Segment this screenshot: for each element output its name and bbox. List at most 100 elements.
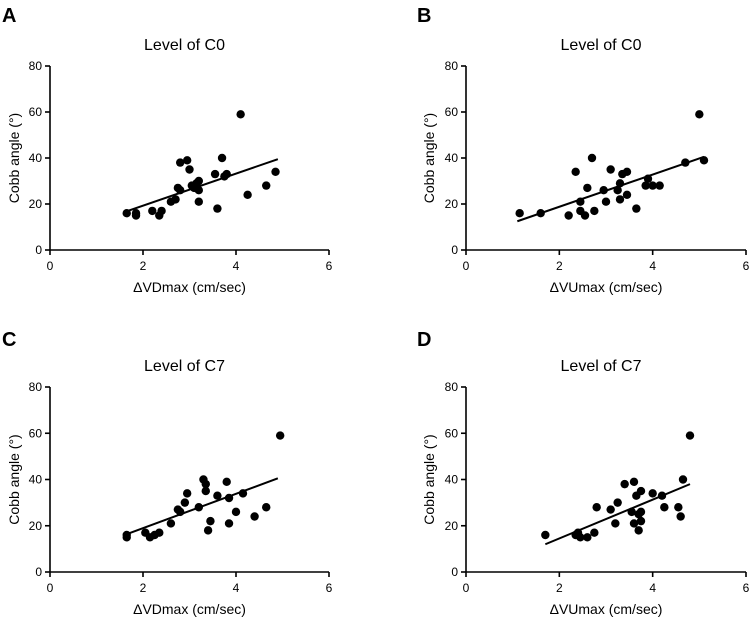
- data-point: [580, 211, 590, 220]
- data-point: [122, 533, 131, 542]
- x-axis-label: ΔVDmax (cm/sec): [133, 279, 246, 295]
- panel-c: C Level of C7 0 20 40 60 80 0 2 4 6 ΔVDmax (cm/sec)…: [2, 329, 333, 617]
- data-point: [606, 505, 615, 514]
- data-point: [243, 190, 252, 199]
- data-point: [222, 477, 231, 487]
- data-point: [674, 503, 683, 512]
- data-point: [194, 503, 203, 512]
- panel-letter: C: [2, 329, 16, 351]
- y-axis-label: Cobb angle (°): [421, 434, 437, 524]
- data-point: [636, 507, 646, 517]
- data-point: [176, 186, 185, 195]
- x-tick-label: 0: [47, 581, 54, 595]
- y-tick-label: 0: [451, 243, 458, 257]
- data-point: [634, 526, 643, 535]
- y-tick-label: 0: [451, 565, 458, 579]
- y-axis-label: Cobb angle (°): [6, 434, 22, 524]
- panel-letter: D: [417, 329, 431, 351]
- y-tick-label: 20: [445, 197, 459, 211]
- data-point: [271, 167, 280, 176]
- data-point: [171, 195, 180, 204]
- data-point: [564, 211, 573, 220]
- data-point: [655, 181, 664, 190]
- data-point: [660, 503, 669, 512]
- y-axis-label: Cobb angle (°): [421, 113, 437, 203]
- y-tick-label: 60: [29, 105, 43, 119]
- data-point: [122, 209, 131, 218]
- data-point: [641, 181, 650, 190]
- x-tick-label: 4: [233, 581, 240, 595]
- data-point: [695, 110, 704, 119]
- data-point: [627, 507, 636, 517]
- y-tick-label: 80: [29, 59, 43, 73]
- panel-b: B Level of C0 0 20 40 60 80 0 2 4 6 ΔVUmax (cm/sec)…: [417, 5, 749, 295]
- data-point: [648, 181, 657, 190]
- data-point: [238, 489, 248, 498]
- data-point: [678, 475, 688, 484]
- x-tick-label: 2: [140, 259, 147, 273]
- data-point: [606, 165, 615, 174]
- data-point: [613, 186, 622, 195]
- data-point: [601, 197, 611, 206]
- data-point: [629, 519, 639, 528]
- data-point: [194, 186, 203, 195]
- panel-letter: B: [417, 5, 431, 27]
- data-point: [262, 181, 271, 190]
- data-point: [536, 209, 545, 218]
- x-axis-label: ΔVUmax (cm/sec): [550, 601, 663, 617]
- data-point: [699, 156, 709, 165]
- y-tick-label: 40: [445, 473, 459, 487]
- y-axis-label: Cobb angle (°): [6, 113, 22, 203]
- data-point: [250, 512, 259, 521]
- data-point: [182, 489, 192, 498]
- x-tick-label: 0: [47, 259, 54, 273]
- y-tick-label: 40: [29, 151, 43, 165]
- x-tick-label: 6: [326, 581, 333, 595]
- data-point: [583, 533, 592, 542]
- x-tick-label: 2: [140, 581, 147, 595]
- data-point: [176, 158, 185, 167]
- data-point: [182, 156, 192, 165]
- data-point: [157, 206, 166, 216]
- y-tick-label: 60: [29, 426, 43, 440]
- data-point: [236, 110, 245, 119]
- data-point: [176, 507, 185, 517]
- data-point: [636, 516, 646, 526]
- y-tick-label: 20: [29, 519, 43, 533]
- data-point: [131, 209, 141, 218]
- y-tick-label: 80: [445, 59, 459, 73]
- y-tick-label: 40: [29, 473, 43, 487]
- data-point: [615, 179, 625, 188]
- x-axis-label: ΔVDmax (cm/sec): [133, 601, 246, 617]
- chart-title: Level of C7: [561, 358, 642, 375]
- y-tick-label: 40: [445, 151, 459, 165]
- data-point: [576, 533, 585, 542]
- chart-title: Level of C0: [561, 37, 642, 54]
- data-point: [231, 507, 241, 517]
- y-tick-label: 80: [445, 380, 459, 394]
- panel-letter: A: [2, 5, 16, 27]
- data-point: [611, 519, 620, 528]
- panel-a: A Level of C0 0 20 40 60 80 0 2 4 6 ΔVDmax (cm/sec)…: [2, 5, 333, 295]
- chart-title: Level of C0: [144, 37, 225, 54]
- data-point: [166, 519, 176, 528]
- data-point: [222, 169, 231, 179]
- y-tick-label: 20: [445, 519, 459, 533]
- data-point: [262, 503, 271, 512]
- data-point: [213, 491, 222, 500]
- data-point: [206, 516, 215, 526]
- regression-line: [544, 483, 691, 546]
- x-tick-label: 4: [649, 259, 656, 273]
- data-point: [155, 528, 164, 537]
- data-point: [180, 498, 190, 507]
- data-point: [676, 512, 685, 521]
- data-point: [648, 489, 657, 498]
- y-tick-label: 60: [445, 105, 459, 119]
- data-point: [224, 493, 234, 503]
- x-tick-label: 2: [556, 259, 563, 273]
- data-point: [636, 486, 646, 496]
- data-point: [194, 176, 203, 186]
- data-point: [201, 486, 210, 496]
- data-point: [275, 431, 285, 440]
